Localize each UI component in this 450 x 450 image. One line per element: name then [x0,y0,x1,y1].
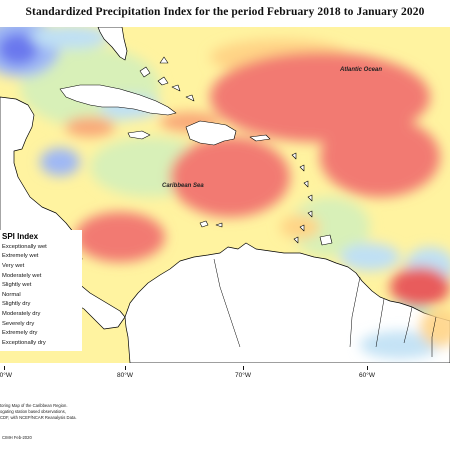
legend-item: Very wet [2,261,82,271]
longitude-tick [4,366,5,370]
legend-title: SPI Index [2,232,39,241]
legend-items: Exceptionally wet Extremely wet Very wet Mo… [2,242,82,348]
islands [59,56,333,246]
legend-item-label: Extremely wet [2,253,39,260]
caribbean-sea-label: Caribbean Sea [162,183,204,189]
footnote-line: CDF, with NCEP/NCAR Reanalysis Data. [0,414,77,420]
legend-item: Normal [2,290,82,300]
hispaniola [185,120,237,146]
longitude-tick [125,366,126,370]
footnote-line: ogating station based observations, [0,408,66,414]
lesser-antilles [291,152,313,244]
credit: CIMH Feb-2020 [2,435,32,440]
footnote: toring Map of the Caribbean Region. ogat… [0,403,160,420]
legend-item-label: Exceptionally wet [2,243,47,250]
legend: SPI Index Exceptionally wet Extremely wet… [0,230,82,351]
longitude-tick [367,366,368,370]
legend-item: Severely dry [2,319,82,329]
legend-item-label: Normal [2,291,21,298]
legend-item: Exceptionally dry [2,338,82,348]
trinidad [319,234,333,246]
jamaica [127,130,151,140]
legend-item: Slightly dry [2,300,82,310]
legend-item: Exceptionally wet [2,242,82,252]
atlantic-ocean-label: Atlantic Ocean [339,67,382,73]
puerto-rico [249,134,271,142]
legend-item: Moderately dry [2,309,82,319]
legend-item-label: Slightly wet [2,282,32,289]
florida [97,27,128,61]
longitude-label: 60°W [359,372,375,379]
longitude-label: 70°W [235,372,251,379]
footnote-line: toring Map of the Caribbean Region. [0,403,68,408]
legend-item: Extremely wet [2,252,82,262]
legend-item: Slightly wet [2,280,82,290]
legend-item: Extremely dry [2,328,82,338]
legend-item: Moderately wet [2,271,82,281]
bahamas [139,56,195,102]
spi-map: Atlantic Ocean Caribbean Sea [0,27,450,363]
longitude-label: 80°W [117,372,133,379]
longitude-tick [243,366,244,370]
legend-item-label: Very wet [2,262,25,269]
cuba [59,84,177,116]
legend-item-label: Slightly dry [2,301,31,308]
longitude-label: 90°W [0,372,12,379]
legend-item-label: Exceptionally dry [2,339,46,346]
legend-item-label: Severely dry [2,320,35,327]
south-america-shading [360,307,450,359]
legend-item-label: Moderately dry [2,310,41,317]
legend-item-label: Extremely dry [2,330,38,337]
legend-item-label: Moderately wet [2,272,42,279]
longitude-axis: 90°W 80°W 70°W 60°W [0,366,450,379]
aruba-curacao [199,220,223,228]
map-title: Standardized Precipitation Index for the… [25,6,425,18]
